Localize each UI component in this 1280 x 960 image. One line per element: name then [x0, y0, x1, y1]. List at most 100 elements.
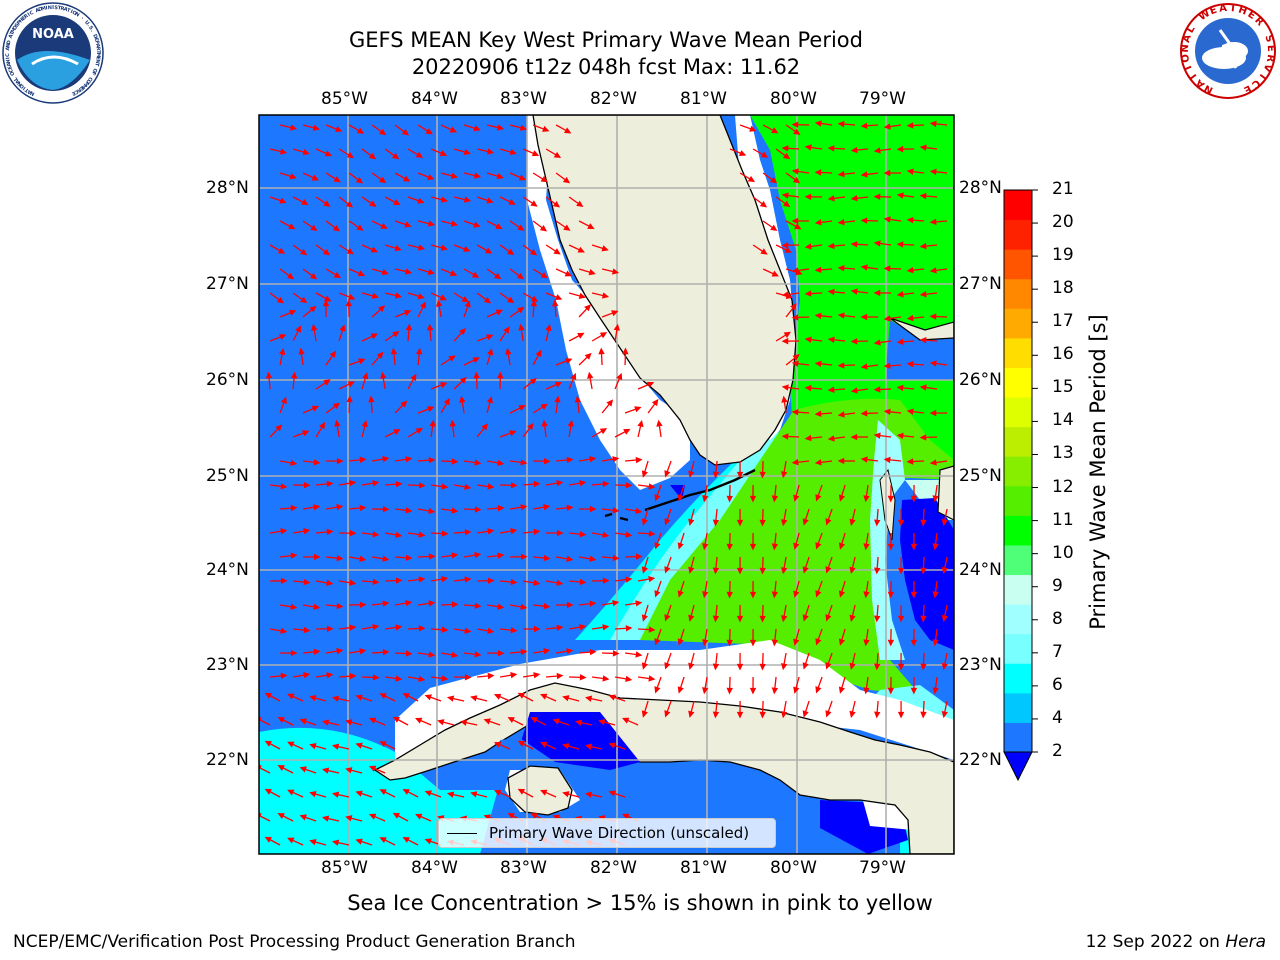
wave-arrow-head [780, 567, 788, 575]
wave-arrow-head [781, 242, 789, 249]
wave-arrow-head [379, 176, 387, 184]
wave-arrow-head [651, 398, 659, 407]
wave-arrow-head [441, 626, 449, 633]
wave-arrow-head [359, 648, 367, 655]
wave-arrow-head [860, 171, 868, 178]
wave-arrow-head [562, 743, 570, 750]
wave-arrow-head [535, 349, 542, 358]
wave-arrow-head [280, 483, 288, 490]
wave-arrow-head [326, 672, 334, 679]
wave-arrow-head [419, 301, 426, 309]
wave-arrow-head [920, 663, 927, 671]
wave-arrow-head [349, 624, 357, 631]
wave-arrow-head [279, 197, 287, 204]
wave-arrow-head [508, 198, 516, 205]
svg-text:L: L [12, 75, 19, 82]
wave-arrow-head [357, 270, 366, 277]
wave-arrow-head [827, 242, 835, 250]
wave-arrow-head [932, 495, 939, 503]
wave-arrow-head [712, 567, 720, 575]
wave-arrow-head [625, 531, 633, 538]
wave-arrow-head [359, 555, 367, 562]
wave-arrow-head [355, 742, 363, 749]
wave-arrow-head [588, 269, 596, 276]
svg-text:M: M [95, 52, 101, 57]
colorbar-tick-label: 8 [1052, 608, 1063, 629]
wave-arrow-head [417, 244, 426, 251]
wave-arrow-head [850, 195, 858, 202]
wave-arrow-head [850, 338, 858, 345]
wave-arrow-head [874, 663, 881, 671]
wave-arrow-head [623, 428, 631, 435]
wave-arrow-head [336, 602, 344, 610]
wave-arrow-head [793, 128, 801, 135]
wave-arrow-head [654, 494, 661, 502]
wave-arrow-head [815, 686, 822, 694]
wave-arrow-head [418, 482, 426, 489]
wave-arrow-head [838, 590, 846, 598]
wave-arrow-head [520, 504, 528, 511]
colorbar-tick-label: 9 [1052, 575, 1063, 596]
wave-arrow-head [486, 197, 494, 204]
wave-arrow-head [302, 430, 310, 437]
wave-arrow-head [702, 639, 709, 647]
svg-text:E: E [1242, 82, 1253, 95]
wave-arrow-head [393, 429, 401, 435]
wave-arrow-head [286, 272, 295, 280]
lat-label-left: 28°N [206, 178, 249, 198]
colorbar-tick-label: 15 [1052, 377, 1074, 398]
sea-ice-note: Sea Ice Concentration > 15% is shown in … [347, 891, 933, 915]
wave-arrow-head [264, 836, 273, 843]
wave-arrow-head [510, 672, 518, 679]
wave-arrow-head [791, 267, 799, 274]
svg-text:V: V [1260, 62, 1273, 74]
wave-arrow-head [470, 791, 478, 798]
wave-arrow-head [688, 566, 695, 574]
wave-arrow-head [324, 150, 333, 157]
wave-arrow-head [622, 813, 630, 820]
wave-arrow-head [837, 218, 845, 226]
wave-arrow-head [587, 223, 595, 230]
wave-arrow-head [887, 495, 895, 503]
wave-arrow-head [510, 482, 518, 489]
wave-arrow-head [873, 240, 881, 247]
wave-arrow-head [509, 148, 517, 156]
wave-arrow-head [474, 651, 482, 658]
svg-text:C: C [8, 67, 15, 73]
wave-arrow-head [428, 600, 436, 607]
wave-arrow-head [910, 639, 918, 647]
wave-arrow-head [290, 504, 298, 512]
wave-arrow-head [451, 552, 459, 559]
svg-text:T: T [93, 62, 100, 67]
svg-text:C: C [5, 53, 11, 57]
wave-arrow-head [483, 296, 492, 304]
wave-arrow-head [804, 243, 812, 250]
wave-arrow-head [802, 566, 809, 574]
lon-label-bottom: 80°W [770, 858, 817, 878]
wave-arrow-head [791, 360, 799, 367]
svg-text:T: T [66, 7, 72, 14]
wave-arrow-head [379, 741, 387, 748]
wave-arrow-head [635, 507, 643, 515]
wave-arrow-head [589, 456, 597, 463]
wave-arrow-head [382, 649, 390, 656]
wave-arrow-head [309, 305, 317, 313]
colorbar-frame [1003, 189, 1033, 753]
wave-arrow-head [326, 480, 334, 488]
svg-text:N: N [5, 59, 12, 64]
wave-arrow-head [883, 362, 891, 369]
wave-arrow-head [290, 371, 298, 379]
wave-arrow-head [427, 220, 436, 227]
lat-label-left: 26°N [206, 370, 249, 390]
wave-arrow-head [464, 576, 472, 583]
wave-arrow-head [941, 662, 949, 671]
wave-arrow-head [280, 396, 287, 404]
wave-arrow-head [910, 591, 918, 599]
wave-arrow-head [299, 718, 307, 725]
svg-text:N: N [48, 5, 53, 11]
wave-arrow-head [910, 543, 918, 551]
svg-text:O: O [71, 10, 78, 17]
wave-arrow-head [562, 791, 570, 798]
wave-arrow-head [602, 675, 610, 682]
wave-arrow-head [635, 553, 643, 560]
